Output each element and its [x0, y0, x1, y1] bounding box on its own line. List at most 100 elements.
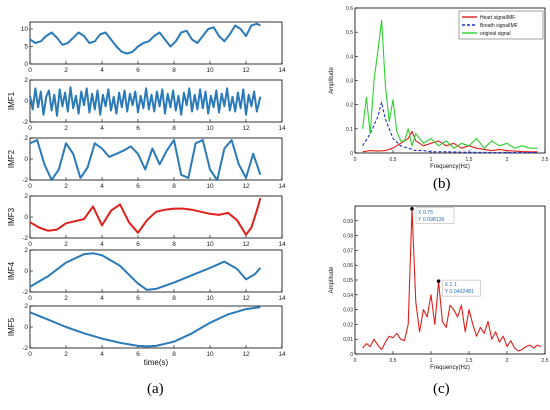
- x-tick-label: 8: [172, 67, 176, 74]
- x-tick-label: 12: [242, 67, 250, 74]
- y-tick-label: 0: [24, 324, 28, 331]
- x-tick-label: 6: [136, 183, 140, 190]
- x-tick-label: 0: [28, 351, 32, 358]
- x-tick-label: 0: [28, 125, 32, 132]
- x-tick-label: 0: [28, 241, 32, 248]
- x-tick-label: 0.5: [390, 157, 397, 163]
- x-tick-label: 14: [278, 241, 286, 248]
- x-tick-label: 6: [136, 295, 140, 302]
- x-tick-label: 10: [206, 67, 214, 74]
- x-tick-label: 2: [64, 67, 68, 74]
- x-tick-label: 10: [206, 351, 214, 358]
- x-tick-label: 4: [100, 351, 104, 358]
- y-tick-label: 0.5: [346, 30, 353, 36]
- x-tick-label: 4: [100, 125, 104, 132]
- x-tick-label: 12: [242, 183, 250, 190]
- x-tick-label: 14: [278, 351, 286, 358]
- y-axis-label: IMF1: [7, 91, 16, 110]
- series-line-imf4: [29, 252, 262, 291]
- y-tick-label: 0.2: [346, 103, 353, 109]
- y-axis-label: IMF2: [7, 149, 16, 168]
- x-tick-label: 0: [28, 183, 32, 190]
- y-tick-label: -2: [22, 177, 28, 184]
- y-tick-label: 0.02: [343, 322, 353, 328]
- y-tick-label: 0.08: [343, 234, 353, 240]
- x-tick-label: 1: [430, 358, 433, 364]
- x-tick-label: 0.5: [390, 358, 397, 364]
- chart-spectrum_b: 0 0.5 1 1.5 2 2.5 0 0.1 0.2 0.3 0.4 0.5 0.6 Amplitude…: [329, 6, 549, 170]
- x-tick-label: 4: [100, 183, 104, 190]
- x-axis-label: Frequency(Hz): [430, 365, 470, 371]
- series-line-imf2: [29, 139, 262, 181]
- x-tick-label: 12: [242, 241, 250, 248]
- x-tick-label: 4: [100, 67, 104, 74]
- plot-frame: [29, 21, 283, 65]
- series-line-original: [29, 22, 261, 55]
- datatip-x: X 1.1: [445, 282, 457, 288]
- x-tick-label: 4: [100, 295, 104, 302]
- x-tick-label: 12: [242, 351, 250, 358]
- x-tick-label: 6: [136, 67, 140, 74]
- y-tick-label: 0: [24, 98, 28, 105]
- y-tick-label: 0: [24, 61, 28, 68]
- y-tick-label: 2: [24, 247, 28, 254]
- x-tick-label: 2: [64, 183, 68, 190]
- x-tick-label: 8: [172, 351, 176, 358]
- x-tick-label: 12: [242, 295, 250, 302]
- x-tick-label: 14: [278, 125, 286, 132]
- x-tick-label: 10: [206, 183, 214, 190]
- y-tick-label: -2: [22, 345, 28, 352]
- x-tick-label: 1: [430, 157, 433, 163]
- series-line-original-signal: [362, 19, 538, 149]
- datatip-y: Y 0.098136: [418, 217, 445, 223]
- x-tick-label: 0: [354, 358, 357, 364]
- x-tick-label: 2: [506, 358, 509, 364]
- y-axis-label: Amplitude: [329, 266, 335, 293]
- x-axis-label: Frequency(Hz): [430, 164, 470, 170]
- x-tick-label: 2: [64, 351, 68, 358]
- y-tick-label: 0.07: [343, 248, 353, 254]
- x-axis-label: time(s): [144, 358, 169, 367]
- y-tick-label: 0: [24, 156, 28, 163]
- x-tick-label: 12: [242, 125, 250, 132]
- x-tick-label: 8: [172, 183, 176, 190]
- y-tick-label: 0.06: [343, 263, 353, 269]
- y-tick-label: -2: [22, 235, 28, 242]
- series-line-heart-signalimf: [362, 130, 538, 153]
- datatip-box: [415, 207, 455, 225]
- legend-entry: Breath signalIMF: [480, 23, 518, 29]
- x-tick-label: 4: [100, 241, 104, 248]
- datatip-x: X 0.75: [418, 210, 433, 216]
- series-line-breath-signalimf: [362, 101, 538, 154]
- y-tick-label: 2: [24, 77, 28, 84]
- x-tick-label: 8: [172, 125, 176, 132]
- x-tick-label: 2: [64, 295, 68, 302]
- x-tick-label: 1.5: [466, 157, 473, 163]
- x-tick-label: 10: [206, 125, 214, 132]
- y-tick-label: 0.01: [343, 337, 353, 343]
- x-tick-label: 6: [136, 125, 140, 132]
- y-tick-label: 0.04: [343, 293, 353, 299]
- y-tick-label: 0: [24, 268, 28, 275]
- x-tick-label: 2.5: [542, 358, 549, 364]
- x-tick-label: 6: [136, 351, 140, 358]
- y-tick-label: 0.03: [343, 308, 353, 314]
- datatip-marker: [410, 206, 414, 211]
- series-line-imf5: [29, 306, 261, 348]
- series-line-spectrum_c: [362, 208, 542, 352]
- x-tick-label: 6: [136, 241, 140, 248]
- x-tick-label: 2.5: [542, 157, 549, 163]
- y-tick-label: 0: [350, 352, 353, 358]
- legend: Heart signalIMF Breath signalIMF original …: [458, 10, 544, 40]
- y-tick-label: 0: [24, 214, 28, 221]
- y-tick-label: 0.09: [343, 219, 353, 225]
- y-tick-label: 2: [24, 303, 28, 310]
- y-tick-label: 2: [24, 135, 28, 142]
- x-tick-label: 8: [172, 295, 176, 302]
- plot-frame: [29, 249, 283, 293]
